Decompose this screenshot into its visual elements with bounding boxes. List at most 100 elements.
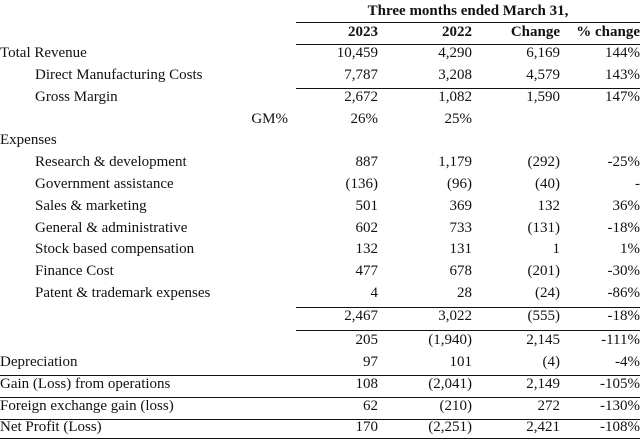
cell-change: (24) xyxy=(535,285,560,301)
row-label: Foreign exchange gain (loss) xyxy=(0,398,174,414)
cell-2022: 25% xyxy=(444,111,473,127)
table-row: Finance Cost 477 678 (201) -30% xyxy=(0,263,640,284)
cell-2022: 678 xyxy=(449,263,473,279)
table-row: Depreciation 97 101 (4) -4% xyxy=(0,354,640,375)
row-label: Finance Cost xyxy=(35,263,114,279)
row-rule xyxy=(0,397,640,398)
cell-pct-change: 36% xyxy=(612,198,640,214)
column-header-change: Change xyxy=(510,24,560,40)
cell-2022: (1,940) xyxy=(428,332,472,348)
cell-pct-change: 143% xyxy=(605,67,640,83)
cell-change: 1,590 xyxy=(526,89,560,105)
cell-change: (4) xyxy=(542,354,561,370)
cell-2022: 1,179 xyxy=(438,154,472,170)
cell-2022: (96) xyxy=(447,176,472,192)
cell-change: 2,149 xyxy=(526,376,560,392)
cell-2022: 4,290 xyxy=(438,45,472,61)
cell-pct-change: - xyxy=(635,176,640,192)
cell-pct-change: -86% xyxy=(607,285,640,301)
cell-2023: 62 xyxy=(363,398,378,414)
row-label: Total Revenue xyxy=(0,45,87,61)
row-label: Direct Manufacturing Costs xyxy=(35,67,203,83)
cell-2022: 733 xyxy=(449,220,473,236)
table-row: Total Revenue 10,459 4,290 6,169 144% xyxy=(0,45,640,66)
cell-2023: 26% xyxy=(350,111,379,127)
cell-pct-change: -130% xyxy=(600,398,640,414)
cell-pct-change: -18% xyxy=(607,220,640,236)
row-label: Depreciation xyxy=(0,354,78,370)
cell-2023: 7,787 xyxy=(344,67,378,83)
cell-change: 4,579 xyxy=(526,67,560,83)
cell-2022: 1,082 xyxy=(438,89,472,105)
cell-2022: 3,208 xyxy=(438,67,472,83)
cell-2023: 477 xyxy=(355,263,379,279)
cell-pct-change: 1% xyxy=(620,241,640,257)
table-row: Foreign exchange gain (loss) 62 (210) 27… xyxy=(0,398,640,419)
cell-pct-change: 147% xyxy=(605,89,640,105)
cell-change: (555) xyxy=(527,308,561,324)
table-row: Gain (Loss) from operations 108 (2,041) … xyxy=(0,376,640,397)
cell-change: 2,421 xyxy=(526,419,560,435)
table-row: Gross Margin 2,672 1,082 1,590 147% xyxy=(0,89,640,110)
column-header-pct-change: % change xyxy=(576,24,640,40)
row-rule xyxy=(0,419,640,420)
cell-2023: 602 xyxy=(355,220,379,236)
cell-change: 272 xyxy=(537,398,561,414)
column-header-rule xyxy=(296,44,640,45)
table-row: Sales & marketing 501 369 132 36% xyxy=(0,198,640,219)
cell-2022: 28 xyxy=(457,285,472,301)
cell-change: (292) xyxy=(527,154,561,170)
cell-2023: 501 xyxy=(355,198,379,214)
table-row: General & administrative 602 733 (131) -… xyxy=(0,220,640,241)
cell-2023: 97 xyxy=(363,354,378,370)
cell-2022: 101 xyxy=(449,354,473,370)
cell-pct-change: -18% xyxy=(607,308,640,324)
column-header-2023: 2023 xyxy=(348,24,378,40)
row-rule xyxy=(0,375,640,376)
table-row: Government assistance (136) (96) (40) - xyxy=(0,176,640,197)
cell-2023: (136) xyxy=(345,176,379,192)
header-rule xyxy=(296,22,640,23)
row-label: General & administrative xyxy=(35,220,188,236)
period-header: Three months ended March 31, xyxy=(367,3,569,19)
cell-change: 1 xyxy=(552,241,561,257)
table-row: Direct Manufacturing Costs 7,787 3,208 4… xyxy=(0,67,640,88)
cell-2023: 2,672 xyxy=(344,89,378,105)
cell-2022: 131 xyxy=(449,241,473,257)
cell-change: (40) xyxy=(535,176,560,192)
cell-2023: 108 xyxy=(355,376,379,392)
cell-2022: (2,251) xyxy=(428,419,472,435)
cell-2023: 2,467 xyxy=(344,308,378,324)
cell-pct-change: -108% xyxy=(600,419,640,435)
table-row: 2,467 3,022 (555) -18% xyxy=(0,308,640,329)
table-row: Expenses xyxy=(0,132,640,153)
cell-pct-change: 144% xyxy=(605,45,640,61)
cell-2023: 887 xyxy=(355,154,379,170)
cell-change: 6,169 xyxy=(526,45,560,61)
cell-2023: 4 xyxy=(370,285,379,301)
row-label: Stock based compensation xyxy=(35,241,195,257)
cell-pct-change: -111% xyxy=(601,332,640,348)
row-label: Government assistance xyxy=(35,176,174,192)
table-row: Net Profit (Loss) 170 (2,251) 2,421 -108… xyxy=(0,419,640,440)
cell-change: 2,145 xyxy=(526,332,560,348)
table-row: GM% 26% 25% xyxy=(0,111,640,132)
row-label: Patent & trademark expenses xyxy=(35,285,211,301)
cell-2022: (210) xyxy=(439,398,473,414)
table-row: Research & development 887 1,179 (292) -… xyxy=(0,154,640,175)
row-label: GM% xyxy=(251,111,288,127)
section-label: Expenses xyxy=(0,132,57,148)
cell-2023: 170 xyxy=(355,419,379,435)
table-row: Stock based compensation 132 131 1 1% xyxy=(0,241,640,262)
row-label: Sales & marketing xyxy=(35,198,147,214)
cell-change: 132 xyxy=(537,198,561,214)
subtotal-rule xyxy=(296,330,640,331)
cell-pct-change: -4% xyxy=(615,354,640,370)
cell-change: (131) xyxy=(527,220,561,236)
cell-2022: (2,041) xyxy=(428,376,472,392)
total-rule xyxy=(0,438,640,439)
subtotal-rule xyxy=(296,307,640,308)
row-label: Research & development xyxy=(35,154,187,170)
cell-2022: 369 xyxy=(449,198,473,214)
